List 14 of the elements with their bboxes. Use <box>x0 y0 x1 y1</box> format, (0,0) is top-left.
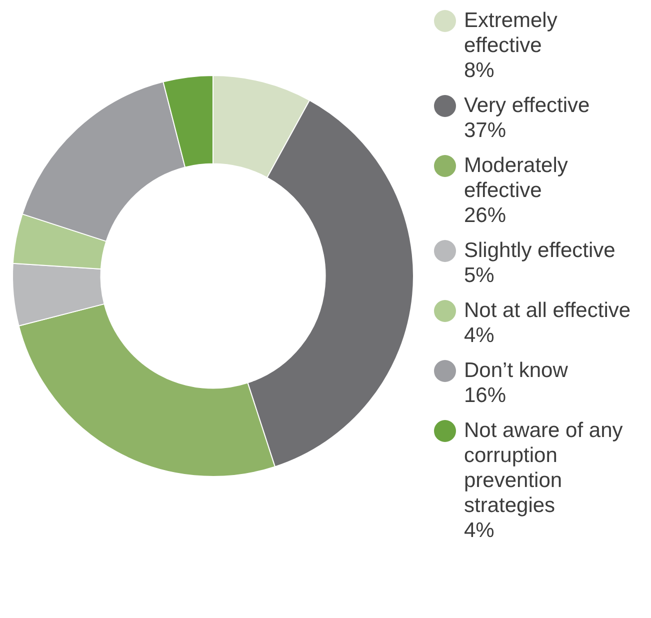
legend-label: Not aware of any corruption prevention strategies <box>464 418 624 518</box>
legend-label: Very effective <box>464 93 590 118</box>
data-label: 26% <box>464 203 508 228</box>
legend-label: Not at all effective <box>464 298 631 323</box>
legend-label: Extremely effective <box>464 8 558 58</box>
data-label: 16% <box>464 383 508 408</box>
legend-label: Don’t know <box>464 358 568 383</box>
legend-label: Slightly effective <box>464 238 616 263</box>
legend-label: Moderately effective <box>464 153 569 203</box>
data-label: 4% <box>464 323 496 348</box>
data-label: 5% <box>464 263 496 288</box>
data-label: 4% <box>464 518 496 543</box>
data-label: 8% <box>464 58 496 83</box>
data-label: 37% <box>464 118 508 143</box>
